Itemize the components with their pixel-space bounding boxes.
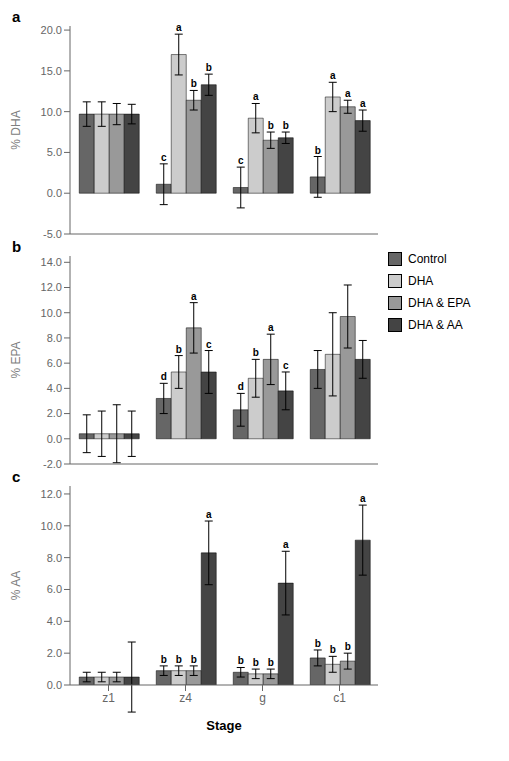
svg-text:b: b — [330, 644, 336, 655]
svg-text:b: b — [161, 654, 167, 665]
svg-text:4.0: 4.0 — [47, 382, 62, 394]
svg-text:c: c — [161, 152, 167, 163]
svg-text:6.0: 6.0 — [47, 357, 62, 369]
svg-text:a: a — [268, 322, 274, 333]
svg-text:a: a — [330, 70, 336, 81]
svg-text:2.0: 2.0 — [47, 407, 62, 419]
svg-text:10.0: 10.0 — [41, 307, 62, 319]
svg-text:c: c — [283, 360, 289, 371]
svg-text:b: b — [238, 655, 244, 666]
svg-text:Stage: Stage — [206, 718, 241, 733]
svg-text:z1: z1 — [102, 691, 115, 705]
html-text:Control: Control — [408, 252, 447, 266]
html-text:DHA: DHA — [408, 274, 434, 288]
svg-text:8.0: 8.0 — [47, 552, 62, 564]
svg-text:10.0: 10.0 — [41, 520, 62, 532]
svg-text:a: a — [191, 291, 197, 302]
svg-text:12.0: 12.0 — [41, 488, 62, 500]
svg-text:a: a — [253, 91, 259, 102]
svg-text:a: a — [283, 539, 289, 550]
svg-text:z4: z4 — [179, 691, 192, 705]
html-text:c: c — [12, 468, 21, 485]
svg-text:8.0: 8.0 — [47, 332, 62, 344]
svg-text:c1: c1 — [333, 691, 346, 705]
html-text:DHA & AA: DHA & AA — [408, 318, 463, 332]
svg-text:a: a — [360, 493, 366, 504]
svg-text:-5.0: -5.0 — [43, 228, 62, 238]
svg-text:a: a — [206, 509, 212, 520]
html-text:DHA & EPA: DHA & EPA — [408, 296, 471, 310]
svg-text:% EPA: % EPA — [9, 341, 23, 378]
svg-text:b: b — [191, 654, 197, 665]
svg-text:-2.0: -2.0 — [43, 458, 62, 468]
svg-text:b: b — [191, 78, 197, 89]
svg-text:6.0: 6.0 — [47, 583, 62, 595]
svg-text:a: a — [345, 88, 351, 99]
svg-text:d: d — [238, 381, 244, 392]
svg-text:0.0: 0.0 — [47, 679, 62, 691]
svg-text:b: b — [283, 120, 289, 131]
svg-text:b: b — [176, 654, 182, 665]
svg-text:10.0: 10.0 — [41, 106, 62, 118]
html-text:a: a — [12, 8, 21, 25]
svg-text:a: a — [176, 22, 182, 33]
svg-text:b: b — [176, 344, 182, 355]
svg-text:b: b — [253, 347, 259, 358]
svg-text:c: c — [206, 339, 212, 350]
svg-text:% AA: % AA — [9, 571, 23, 600]
svg-text:4.0: 4.0 — [47, 615, 62, 627]
svg-text:b: b — [315, 638, 321, 649]
svg-text:20.0: 20.0 — [41, 24, 62, 36]
svg-text:15.0: 15.0 — [41, 65, 62, 77]
svg-text:a: a — [360, 98, 366, 109]
svg-text:12.0: 12.0 — [41, 281, 62, 293]
svg-text:b: b — [253, 657, 259, 668]
svg-text:0.0: 0.0 — [47, 433, 62, 445]
svg-text:b: b — [268, 657, 274, 668]
svg-text:5.0: 5.0 — [47, 146, 62, 158]
svg-text:b: b — [268, 120, 274, 131]
svg-text:g: g — [259, 691, 266, 705]
svg-text:c: c — [238, 155, 244, 166]
svg-text:b: b — [206, 62, 212, 73]
html-text:b: b — [12, 238, 22, 255]
svg-text:0.0: 0.0 — [47, 187, 62, 199]
svg-text:14.0: 14.0 — [41, 256, 62, 268]
svg-text:% DHA: % DHA — [9, 110, 23, 149]
svg-text:d: d — [161, 371, 167, 382]
svg-text:b: b — [345, 641, 351, 652]
svg-text:b: b — [315, 145, 321, 156]
svg-text:2.0: 2.0 — [47, 647, 62, 659]
